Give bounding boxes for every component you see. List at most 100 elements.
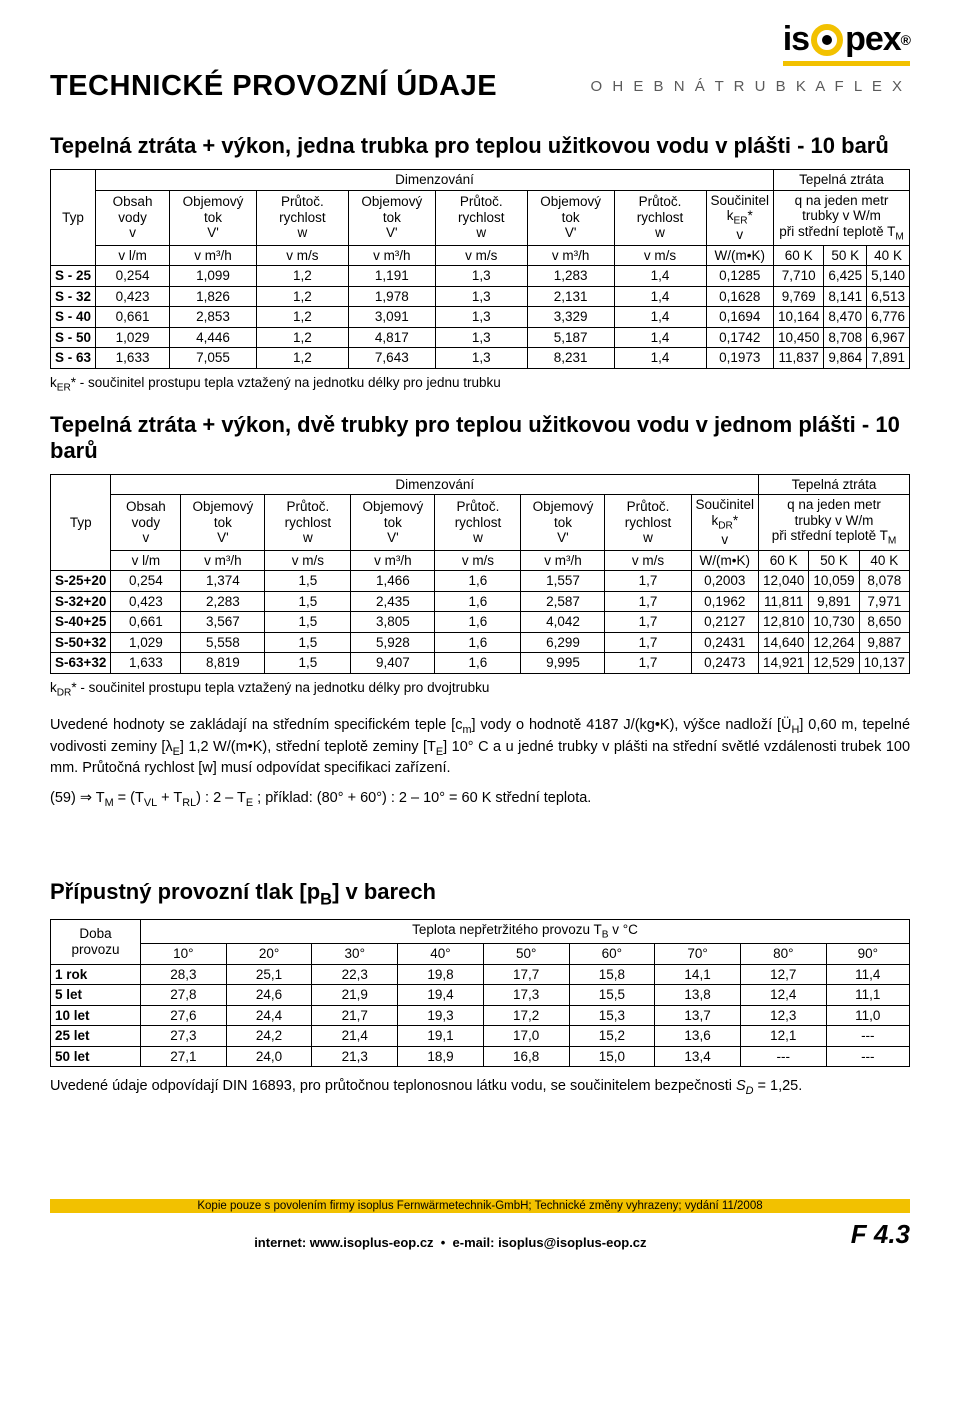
table-cell: 0,254 bbox=[111, 571, 181, 592]
note1: kER* - součinitel prostupu tepla vztažen… bbox=[50, 375, 910, 394]
section3-title: Přípustný provozní tlak [pB] v barech bbox=[50, 879, 910, 909]
table-cell: 3,805 bbox=[351, 612, 435, 633]
table-cell: 2,131 bbox=[527, 286, 614, 307]
col-typ2: Typ bbox=[51, 474, 111, 570]
u-vms3: v m/s bbox=[614, 245, 706, 266]
hdr-soucin: SoučinitelkER*v bbox=[706, 190, 774, 245]
table-cell: 3,329 bbox=[527, 307, 614, 328]
table-cell: 1,6 bbox=[435, 653, 521, 674]
hdr-objtok3: Objemový tokV' bbox=[527, 190, 614, 245]
table-row: S-63+321,6338,8191,59,4071,69,9951,70,24… bbox=[51, 653, 910, 674]
table2-body: S-25+200,2541,3741,51,4661,61,5571,70,20… bbox=[51, 571, 910, 674]
table-cell: 10,164 bbox=[774, 307, 824, 328]
table-cell: 0,2003 bbox=[691, 571, 759, 592]
table-cell: 0,661 bbox=[111, 612, 181, 633]
table3-head: Doba provozu Teplota nepřetržitého provo… bbox=[51, 919, 910, 964]
table-cell: 11,1 bbox=[826, 985, 909, 1006]
table-cell: 21,3 bbox=[312, 1046, 398, 1067]
u2-vm3h3: v m³/h bbox=[521, 550, 605, 571]
temp-header: 10° bbox=[141, 944, 227, 965]
table-cell: 0,661 bbox=[96, 307, 170, 328]
col-dimenz2: Dimenzování bbox=[111, 474, 759, 495]
table-cell: 8,470 bbox=[824, 307, 867, 328]
table-cell: 5 let bbox=[51, 985, 141, 1006]
table-cell: 6,299 bbox=[521, 632, 605, 653]
u-vms1: v m/s bbox=[256, 245, 348, 266]
table-cell: 1,633 bbox=[96, 348, 170, 369]
table-cell: 1,6 bbox=[435, 612, 521, 633]
page: ispex® O H E B N Á T R U B K A F L E X T… bbox=[0, 0, 960, 1270]
table-cell: 8,819 bbox=[181, 653, 265, 674]
hdr3-temp: Teplota nepřetržitého provozu TB v °C bbox=[141, 919, 910, 943]
table-cell: 14,1 bbox=[655, 964, 741, 985]
table-cell: 8,708 bbox=[824, 327, 867, 348]
u-60k: 60 K bbox=[774, 245, 824, 266]
table-cell: S-63+32 bbox=[51, 653, 111, 674]
hdr2-q: q na jeden metrtrubky v W/mpři střední t… bbox=[759, 495, 910, 550]
hdr-q: q na jeden metrtrubky v W/mpři střední t… bbox=[774, 190, 910, 245]
table-cell: 1,2 bbox=[256, 348, 348, 369]
table-cell: 17,3 bbox=[483, 985, 569, 1006]
table-cell: 1,4 bbox=[614, 348, 706, 369]
table-cell: 15,5 bbox=[569, 985, 655, 1006]
hdr-obsahvody: Obsah vodyv bbox=[96, 190, 170, 245]
table-cell: 12,1 bbox=[740, 1026, 826, 1047]
table-cell: 0,423 bbox=[96, 286, 170, 307]
table-cell: 1,3 bbox=[435, 266, 527, 287]
table-cell: 1 rok bbox=[51, 964, 141, 985]
table-cell: 12,3 bbox=[740, 1005, 826, 1026]
table-cell: 27,6 bbox=[141, 1005, 227, 1026]
u2-60k: 60 K bbox=[759, 550, 809, 571]
table-cell: 17,7 bbox=[483, 964, 569, 985]
table-cell: 9,407 bbox=[351, 653, 435, 674]
table-cell: 14,921 bbox=[759, 653, 809, 674]
table-cell: 1,2 bbox=[256, 286, 348, 307]
hdr2-obsahvody: Obsah vodyv bbox=[111, 495, 181, 550]
u2-40k: 40 K bbox=[859, 550, 909, 571]
u-50k: 50 K bbox=[824, 245, 867, 266]
u2-vms3: v m/s bbox=[605, 550, 691, 571]
temp-header: 60° bbox=[569, 944, 655, 965]
table-row: S-40+250,6613,5671,53,8051,64,0421,70,21… bbox=[51, 612, 910, 633]
page-number: F 4.3 bbox=[851, 1219, 910, 1250]
col-typ: Typ bbox=[51, 170, 96, 266]
table-cell: 1,4 bbox=[614, 286, 706, 307]
table-cell: 21,4 bbox=[312, 1026, 398, 1047]
table-row: 10 let27,624,421,719,317,215,313,712,311… bbox=[51, 1005, 910, 1026]
u-40k: 40 K bbox=[867, 245, 910, 266]
logo-ring-icon bbox=[811, 24, 843, 56]
table-cell: 1,029 bbox=[96, 327, 170, 348]
table-cell: 1,6 bbox=[435, 591, 521, 612]
table-cell: 1,978 bbox=[348, 286, 435, 307]
table-cell: S-50+32 bbox=[51, 632, 111, 653]
hdr2-soucin: SoučinitelkDR*v bbox=[691, 495, 759, 550]
section2-title: Tepelná ztráta + výkon, dvě trubky pro t… bbox=[50, 412, 910, 464]
table-cell: 9,864 bbox=[824, 348, 867, 369]
table-cell: 24,0 bbox=[226, 1046, 312, 1067]
u2-vm3h1: v m³/h bbox=[181, 550, 265, 571]
table-cell: 18,9 bbox=[398, 1046, 484, 1067]
table-cell: 0,1285 bbox=[706, 266, 774, 287]
table-cell: 15,0 bbox=[569, 1046, 655, 1067]
table-cell: 1,5 bbox=[265, 653, 351, 674]
table-cell: 15,2 bbox=[569, 1026, 655, 1047]
table-cell: 1,7 bbox=[605, 632, 691, 653]
u-vm3h1: v m³/h bbox=[170, 245, 257, 266]
table-cell: 3,091 bbox=[348, 307, 435, 328]
col-dimenz: Dimenzování bbox=[96, 170, 774, 191]
table-cell: 9,995 bbox=[521, 653, 605, 674]
table-cell: 25 let bbox=[51, 1026, 141, 1047]
table-cell: 4,446 bbox=[170, 327, 257, 348]
table-cell: 12,529 bbox=[809, 653, 859, 674]
table-cell: S - 25 bbox=[51, 266, 96, 287]
table1-head: Typ Dimenzování Tepelná ztráta Obsah vod… bbox=[51, 170, 910, 266]
table-cell: 13,7 bbox=[655, 1005, 741, 1026]
table-cell: 10,730 bbox=[809, 612, 859, 633]
temp-header: 20° bbox=[226, 944, 312, 965]
table-cell: 15,3 bbox=[569, 1005, 655, 1026]
table-cell: 6,425 bbox=[824, 266, 867, 287]
paragraph3: Uvedené údaje odpovídají DIN 16893, pro … bbox=[50, 1077, 910, 1099]
table-cell: S - 40 bbox=[51, 307, 96, 328]
table-cell: 14,640 bbox=[759, 632, 809, 653]
table-cell: 7,710 bbox=[774, 266, 824, 287]
